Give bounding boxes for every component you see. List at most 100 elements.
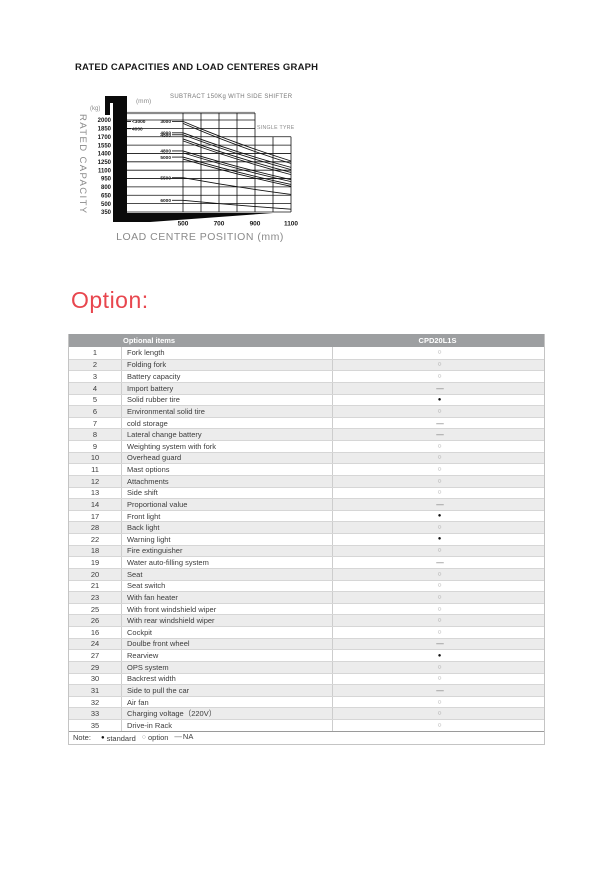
table-row: 20 Seat ○ [69,567,544,580]
row-availability-symbol: ● [332,394,546,406]
row-number: 17 [90,511,100,521]
row-number: 32 [90,697,100,707]
table-row: 11 Mast options ○ [69,463,544,475]
row-availability-symbol: ○ [332,522,546,533]
row-availability-symbol: ○ [332,696,546,708]
row-availability-symbol: ○ [332,673,546,685]
table-row: 7 cold storage — [69,416,546,429]
svg-text:1850: 1850 [98,127,112,133]
row-number: 20 [90,569,100,579]
forklift-silhouette [105,96,273,222]
row-item-label: cold storage [121,417,332,429]
table-note: Note: ● standard ○ option — NA [69,730,544,744]
row-number: 19 [90,558,100,568]
row-number: 18 [90,546,100,556]
table-row: 30 Backrest width ○ [69,672,546,685]
note-label: Note: [73,733,91,743]
row-item-label: Import battery [121,382,332,394]
capacity-chart: SINGLE TYRE 2000 1850 1700 1550 1400 1250 1100 9… [77,94,298,243]
row-item-label: Doulbe front wheel [121,638,332,650]
options-table: Optional items CPD20L1S 1 Fork length ○ 2 Fo… [68,334,545,745]
table-row: 22 Warning light ● [69,533,544,545]
svg-text:950: 950 [101,177,112,183]
column-header-items: Optional items [123,336,176,345]
row-item-label: Weighting system with fork [121,441,332,452]
row-availability-symbol: ○ [332,371,546,382]
table-row: 27 Rearview ● [69,649,544,661]
table-row: 6 Environmental solid tire ○ [69,405,544,417]
svg-text:700: 700 [214,221,225,228]
row-availability-symbol: ○ [332,406,546,417]
legend-item: ● standard [100,733,136,743]
row-availability-symbol: — [332,685,546,696]
table-row: 5 Solid rubber tire ● [69,393,546,406]
capacity-chart-container: SINGLE TYRE 2000 1850 1700 1550 1400 1250 1100 9… [60,88,310,248]
note-legend: ● standard ○ option — NA [95,732,193,743]
option-heading: Option: [71,287,149,313]
row-item-label: Lateral change battery [121,429,332,440]
row-availability-symbol: ○ [332,720,546,731]
row-number: 9 [92,441,98,451]
row-item-label: Side to pull the car [121,685,332,696]
row-availability-symbol: ● [332,650,546,661]
table-row: 9 Weighting system with fork ○ [69,440,544,452]
row-number: 7 [92,418,98,428]
svg-text:RATED CAPACITY: RATED CAPACITY [77,114,88,215]
row-number: 4 [92,383,98,393]
row-number: 12 [90,476,100,486]
table-row: 1 Fork length ○ [69,347,544,359]
row-item-label: Proportional value [121,499,332,510]
row-number: 14 [90,499,100,509]
row-item-label: With front windshield wiper [121,603,332,615]
row-availability-symbol: ○ [332,627,546,638]
svg-text:500: 500 [101,202,112,208]
table-row: 29 OPS system ○ [69,660,544,673]
row-number: 27 [90,651,100,661]
row-availability-symbol: — [332,417,546,429]
table-row: 13 Side shift ○ [69,486,546,499]
row-item-label: Water auto-filling system [121,557,332,568]
row-availability-symbol: ● [332,534,546,545]
svg-text:SINGLE TYRE: SINGLE TYRE [257,125,295,131]
row-item-label: Fire extinguisher [121,545,332,557]
row-item-label: OPS system [121,661,332,673]
row-availability-symbol: — [332,429,546,440]
table-row: 16 Cockpit ○ [69,626,544,638]
svg-text:2000: 2000 [98,118,112,124]
row-availability-symbol: — [332,382,546,394]
row-item-label: Seat [121,568,332,580]
svg-text:800: 800 [101,185,112,191]
row-availability-symbol: ○ [332,708,546,719]
svg-text:4800: 4800 [160,149,171,155]
table-row: 25 With front windshield wiper ○ [69,602,544,615]
row-availability-symbol: ● [332,510,546,522]
table-row: 10 Overhead guard ○ [69,451,544,464]
row-item-label: With rear windshield wiper [121,615,332,626]
table-row: 17 Front light ● [69,509,546,522]
row-item-label: Fork length [121,347,332,359]
row-availability-symbol: ○ [332,545,546,557]
row-item-label: With fan heater [121,592,332,603]
row-item-label: Solid rubber tire [121,394,332,406]
row-number: 29 [90,662,100,672]
legend-item: — NA [174,732,194,742]
svg-text:(kg): (kg) [90,106,100,112]
table-row: 31 Side to pull the car — [69,684,544,696]
row-number: 2 [92,360,98,370]
row-availability-symbol: ○ [332,487,546,499]
svg-text:900: 900 [250,221,261,228]
chart-dynamic: SINGLE TYRE 2000 1850 1700 1550 1400 1250 1100 9… [77,94,298,243]
row-availability-symbol: ○ [332,441,546,452]
table-row: 18 Fire extinguisher ○ [69,544,546,557]
row-number: 5 [92,395,98,405]
svg-text:1550: 1550 [98,143,112,149]
svg-text:350: 350 [101,210,112,216]
row-number: 10 [90,453,100,463]
row-number: 30 [90,674,100,684]
svg-text:5000: 5000 [160,155,171,161]
table-row: 24 Doulbe front wheel — [69,637,544,650]
legend-item: ○ option [141,733,169,743]
svg-text:4500: 4500 [160,133,171,139]
svg-text:5500: 5500 [160,176,171,182]
row-number: 33 [90,709,100,719]
